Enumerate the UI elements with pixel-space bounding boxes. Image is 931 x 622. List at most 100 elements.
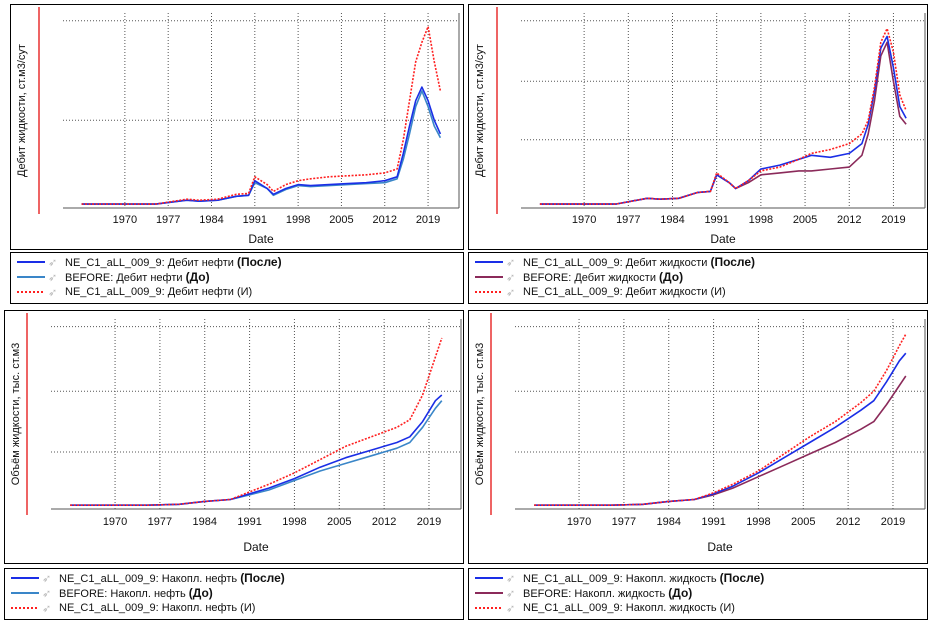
legend-label: NE_C1_aLL_009_9: Дебит нефти (И): [65, 286, 253, 298]
x-tick-label: 2019: [417, 516, 441, 528]
x-tick-label: 1970: [572, 214, 596, 226]
series-line-after: [81, 86, 442, 205]
x-tick-label: 1998: [749, 214, 773, 226]
x-tick-label: 2012: [836, 516, 860, 528]
x-axis-label: Date: [710, 232, 736, 246]
x-tick-label: 1991: [704, 214, 728, 226]
series-line-before: [534, 375, 907, 506]
x-tick-label: 1977: [616, 214, 640, 226]
panel-oil-rate: 1970 1977 1984 1991 1998 2005 2012 2019 Date Деби…: [0, 0, 466, 308]
x-tick-label: 1970: [567, 516, 591, 528]
legend-cum-liquid: ➶ NE_C1_aLL_009_9: Накопл. жидкость (Посл…: [468, 568, 928, 620]
x-tick-label: 1998: [286, 214, 310, 226]
x-tick-label: 1984: [193, 516, 217, 528]
series-line-after: [534, 352, 907, 506]
x-tick-label: 2005: [793, 214, 817, 226]
x-tick-label: 1984: [657, 516, 681, 528]
x-axis-label: Date: [248, 232, 274, 246]
chart-liquid-rate: 1970 1977 1984 1991 1998 2005 2012 2019 Date Деби…: [468, 4, 928, 250]
series-line-after: [70, 394, 443, 506]
x-tick-label: 1984: [199, 214, 223, 226]
legend-suffix: (До): [185, 270, 210, 284]
x-tick-label: 2012: [372, 516, 396, 528]
pin-icon: ➶: [506, 573, 515, 584]
chart-cum-liquid-svg: 1970 1977 1984 1991 1998 2005 2012 2019 Date Объё…: [474, 313, 926, 554]
x-tick-label: 1998: [746, 516, 770, 528]
legend-suffix: (До): [659, 270, 684, 284]
pin-icon: ➶: [506, 287, 515, 298]
x-tick-label: 1970: [113, 214, 137, 226]
x-tick-label: 2019: [881, 214, 905, 226]
y-axis-label: Объём жидкости, тыс. ст.м3: [10, 343, 22, 485]
legend-suffix: (До): [668, 586, 693, 600]
x-axis-label: Date: [243, 540, 269, 554]
x-tick-label: 2005: [329, 214, 353, 226]
series-line-hist: [81, 25, 442, 205]
x-tick-label: 1991: [237, 516, 261, 528]
x-tick-label: 2005: [327, 516, 351, 528]
x-tick-label: 1991: [701, 516, 725, 528]
x-tick-label: 2019: [416, 214, 440, 226]
series-line-before: [70, 400, 443, 506]
chart-cum-oil: 1970 1977 1984 1991 1998 2005 2012 2019 Date Объё…: [4, 310, 464, 564]
y-axis-label: Дебит жидкости, ст.м3/сут: [16, 44, 28, 177]
chart-cum-liquid: 1970 1977 1984 1991 1998 2005 2012 2019 Date Объё…: [468, 310, 928, 564]
pin-icon: ➶: [506, 272, 515, 283]
x-tick-label: 1977: [156, 214, 180, 226]
legend-label: NE_C1_aLL_009_9: Дебит жидкости: [523, 257, 708, 269]
legend-label: BEFORE: Дебит жидкости: [523, 272, 656, 284]
x-tick-label: 1970: [103, 516, 127, 528]
chart-cum-oil-svg: 1970 1977 1984 1991 1998 2005 2012 2019 Date Объё…: [10, 313, 462, 554]
x-tick-label: 1977: [148, 516, 172, 528]
x-tick-label: 2012: [373, 214, 397, 226]
x-tick-label: 1991: [243, 214, 267, 226]
series-line-before: [81, 90, 442, 205]
x-tick-label: 2019: [881, 516, 905, 528]
chart-oil-rate-svg: 1970 1977 1984 1991 1998 2005 2012 2019 Date Деби…: [16, 7, 460, 246]
chart-oil-rate: 1970 1977 1984 1991 1998 2005 2012 2019 Date Деби…: [10, 4, 464, 250]
pin-icon: ➶: [42, 588, 51, 599]
legend-suffix: (После): [710, 255, 756, 269]
series-line-hist: [534, 333, 907, 506]
panel-cum-oil: 1970 1977 1984 1991 1998 2005 2012 2019 Date Объё…: [0, 310, 466, 622]
pin-icon: ➶: [42, 603, 51, 614]
x-tick-label: 1998: [282, 516, 306, 528]
legend-suffix: (До): [188, 586, 213, 600]
legend-oil-rate: ➶ NE_C1_aLL_009_9: Дебит нефти (После) ➶ B…: [10, 252, 464, 304]
pin-icon: ➶: [48, 257, 57, 268]
legend-label: BEFORE: Накопл. жидкость: [523, 588, 666, 600]
pin-icon: ➶: [42, 573, 51, 584]
legend-cum-oil: ➶ NE_C1_aLL_009_9: Накопл. нефть (После) …: [4, 568, 464, 620]
x-tick-label: 2005: [791, 516, 815, 528]
legend-label: BEFORE: Накопл. нефть: [59, 588, 186, 600]
pin-icon: ➶: [48, 287, 57, 298]
pin-icon: ➶: [48, 272, 57, 283]
x-tick-label: 1984: [660, 214, 684, 226]
legend-label: NE_C1_aLL_009_9: Накопл. нефть (И): [59, 602, 256, 614]
legend-label: BEFORE: Дебит нефти: [65, 272, 183, 284]
legend-label: NE_C1_aLL_009_9: Накопл. жидкость (И): [523, 602, 735, 614]
legend-label: NE_C1_aLL_009_9: Накопл. жидкость: [523, 573, 717, 585]
y-axis-label: Дебит жидкости, ст.м3/сут: [474, 44, 486, 177]
legend-suffix: (После): [240, 571, 285, 585]
chart-liquid-rate-svg: 1970 1977 1984 1991 1998 2005 2012 2019 Date Деби…: [474, 7, 926, 246]
legend-label: NE_C1_aLL_009_9: Дебит жидкости (И): [523, 286, 726, 298]
pin-icon: ➶: [506, 257, 515, 268]
legend-suffix: (После): [719, 571, 765, 585]
x-axis-label: Date: [707, 540, 733, 554]
x-tick-label: 2012: [837, 214, 861, 226]
legend-liquid-rate: ➶ NE_C1_aLL_009_9: Дебит жидкости (После)…: [468, 252, 928, 304]
series-line-hist: [539, 27, 907, 205]
series-line-hist: [70, 337, 443, 506]
legend-label: NE_C1_aLL_009_9: Дебит нефти: [65, 257, 234, 269]
legend-suffix: (После): [236, 255, 282, 269]
series-line-after: [539, 35, 907, 205]
series-line-before: [539, 41, 907, 205]
y-axis-label: Объём жидкости, тыс. ст.м3: [474, 343, 486, 485]
x-tick-label: 1977: [612, 516, 636, 528]
panel-liquid-rate: 1970 1977 1984 1991 1998 2005 2012 2019 Date Деби…: [466, 0, 931, 308]
pin-icon: ➶: [506, 588, 515, 599]
legend-label: NE_C1_aLL_009_9: Накопл. нефть: [59, 573, 238, 585]
pin-icon: ➶: [506, 603, 515, 614]
panel-cum-liquid: 1970 1977 1984 1991 1998 2005 2012 2019 Date Объё…: [466, 310, 931, 622]
